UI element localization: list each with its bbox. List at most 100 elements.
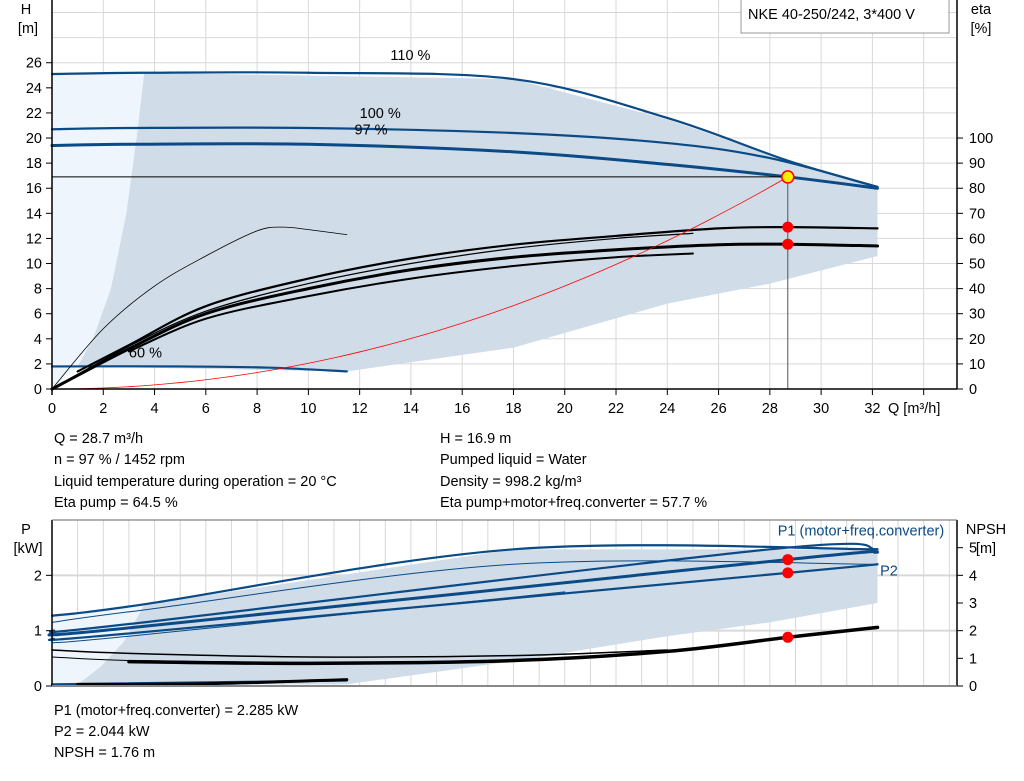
curve-label: P2 bbox=[880, 563, 898, 579]
y2-tick-label: 60 bbox=[969, 231, 985, 247]
y2-tick-label: 5 bbox=[969, 541, 977, 557]
y-tick-label: 14 bbox=[26, 206, 42, 222]
series-line-3 bbox=[50, 365, 348, 373]
x-axis-title: Q [m³/h] bbox=[888, 401, 940, 417]
series-line-5 bbox=[51, 591, 566, 644]
series-line-7 bbox=[50, 242, 880, 391]
curve-label: P1 (motor+freq.converter) bbox=[778, 523, 944, 539]
series-line-0 bbox=[50, 71, 879, 189]
eta-point bbox=[782, 238, 794, 250]
y-tick-label: 1 bbox=[34, 624, 42, 640]
y-tick-label: 2 bbox=[34, 568, 42, 584]
x-tick-label: 8 bbox=[253, 401, 261, 417]
y2-tick-label: 70 bbox=[969, 206, 985, 222]
y-tick-label: 24 bbox=[26, 81, 42, 97]
x-tick-label: 26 bbox=[711, 401, 727, 417]
curve-label: 60 % bbox=[129, 346, 162, 362]
series-line-0 bbox=[50, 544, 879, 617]
y-tick-label: 4 bbox=[34, 332, 42, 348]
x-tick-label: 10 bbox=[300, 401, 316, 417]
y2-axis-unit: [m] bbox=[976, 541, 996, 557]
y2-axis-title: NPSH bbox=[966, 522, 1006, 538]
y-tick-label: 18 bbox=[26, 156, 42, 172]
legend-box bbox=[740, 0, 950, 34]
y2-tick-label: 100 bbox=[969, 131, 993, 147]
y-tick-label: 0 bbox=[34, 382, 42, 398]
y-tick-label: 26 bbox=[26, 56, 42, 72]
x-tick-label: 0 bbox=[48, 401, 56, 417]
y-axis-unit: [kW] bbox=[14, 541, 43, 557]
y2-axis-title: eta bbox=[971, 2, 992, 18]
series-line-2 bbox=[50, 142, 880, 190]
y2-tick-label: 0 bbox=[969, 382, 977, 398]
readout-p1: P1 (motor+freq.converter) = 2.285 kW bbox=[54, 703, 299, 719]
x-tick-label: 28 bbox=[762, 401, 778, 417]
y-tick-label: 8 bbox=[34, 282, 42, 298]
x-tick-label: 32 bbox=[864, 401, 880, 417]
series-line-1 bbox=[50, 126, 879, 189]
power-point bbox=[782, 554, 794, 566]
x-tick-label: 12 bbox=[352, 401, 368, 417]
y2-tick-label: 50 bbox=[969, 257, 985, 273]
y2-tick-label: 40 bbox=[969, 282, 985, 298]
y-axis-unit: [m] bbox=[18, 21, 38, 37]
readout-eta-total: Eta pump+motor+freq.converter = 57.7 % bbox=[440, 495, 708, 511]
npsh-point bbox=[782, 631, 794, 643]
y2-tick-label: 0 bbox=[969, 679, 977, 695]
legend-title: NKE 40-250/242, 3*400 V bbox=[748, 7, 915, 23]
power-point bbox=[782, 567, 794, 579]
y2-tick-label: 2 bbox=[969, 624, 977, 640]
y-tick-label: 20 bbox=[26, 131, 42, 147]
x-tick-label: 18 bbox=[505, 401, 521, 417]
readout-p2: P2 = 2.044 kW bbox=[54, 724, 150, 740]
series-line-5 bbox=[76, 226, 879, 373]
system-curve bbox=[51, 179, 783, 390]
y-tick-label: 10 bbox=[26, 257, 42, 273]
x-tick-label: 16 bbox=[454, 401, 470, 417]
readout-eta-pump: Eta pump = 64.5 % bbox=[54, 495, 178, 511]
curve-label: 110 % bbox=[390, 48, 430, 64]
x-tick-label: 14 bbox=[403, 401, 419, 417]
x-tick-label: 24 bbox=[659, 401, 675, 417]
operating-range bbox=[77, 72, 878, 372]
series-line-6 bbox=[51, 232, 694, 390]
curve-label: 100 % bbox=[360, 106, 401, 122]
y2-tick-label: 80 bbox=[969, 181, 985, 197]
y-tick-label: 2 bbox=[34, 357, 42, 373]
duty-point bbox=[781, 170, 795, 184]
series-line-7 bbox=[51, 649, 669, 658]
readout-temperature: Liquid temperature during operation = 20… bbox=[54, 474, 337, 490]
operating-range-light bbox=[52, 72, 145, 390]
x-tick-label: 20 bbox=[557, 401, 573, 417]
y-tick-label: 12 bbox=[26, 231, 42, 247]
readout-q: Q = 28.7 m³/h bbox=[54, 431, 144, 447]
x-tick-label: 30 bbox=[813, 401, 829, 417]
y-axis-title: P bbox=[21, 522, 31, 538]
readout-density: Density = 998.2 kg/m³ bbox=[440, 474, 582, 490]
series-line-2 bbox=[48, 542, 879, 634]
x-tick-label: 4 bbox=[151, 401, 159, 417]
x-tick-label: 2 bbox=[99, 401, 107, 417]
series-line-3 bbox=[47, 550, 880, 637]
series-line-10 bbox=[76, 678, 349, 686]
readout-liquid: Pumped liquid = Water bbox=[440, 452, 587, 468]
y2-tick-label: 20 bbox=[969, 332, 985, 348]
y2-tick-label: 1 bbox=[969, 651, 977, 667]
x-tick-label: 6 bbox=[202, 401, 210, 417]
series-line-4 bbox=[51, 226, 348, 390]
y-axis-title: H bbox=[21, 2, 31, 18]
y2-axis-unit: [%] bbox=[971, 21, 992, 37]
y2-tick-label: 90 bbox=[969, 156, 985, 172]
curve-label: 97 % bbox=[355, 122, 388, 138]
y2-tick-label: 4 bbox=[969, 568, 977, 584]
readout-speed: n = 97 % / 1452 rpm bbox=[54, 452, 185, 468]
series-line-8 bbox=[127, 252, 694, 353]
y2-tick-label: 10 bbox=[969, 357, 985, 373]
y-tick-label: 6 bbox=[34, 307, 42, 323]
readout-h: H = 16.9 m bbox=[440, 431, 512, 447]
y2-tick-label: 30 bbox=[969, 307, 985, 323]
y-tick-label: 16 bbox=[26, 181, 42, 197]
y-tick-label: 22 bbox=[26, 106, 42, 122]
y-tick-label: 0 bbox=[34, 679, 42, 695]
